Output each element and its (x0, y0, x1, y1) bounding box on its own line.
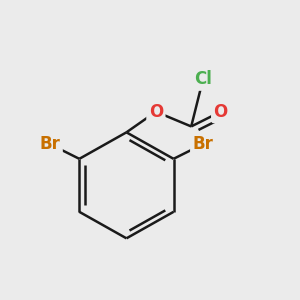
Text: Cl: Cl (194, 70, 212, 88)
Text: O: O (149, 103, 163, 121)
Text: Br: Br (40, 135, 60, 153)
Text: O: O (214, 103, 228, 121)
Text: Br: Br (193, 135, 213, 153)
